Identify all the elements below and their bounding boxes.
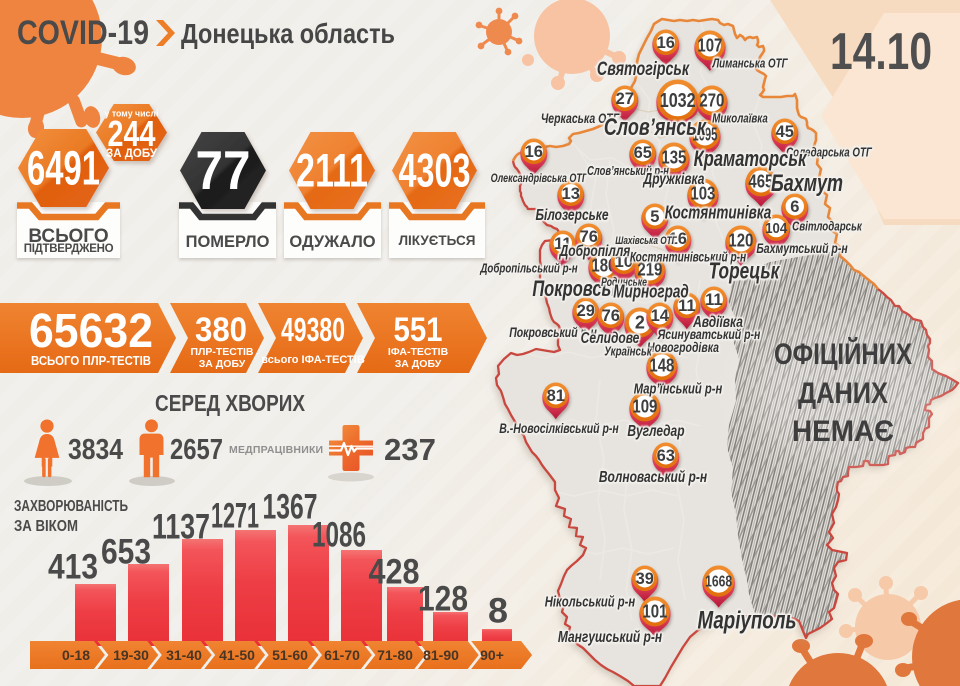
svg-text:39: 39: [636, 570, 654, 588]
svg-text:76: 76: [602, 307, 620, 325]
svg-text:148: 148: [649, 356, 674, 376]
svg-text:2657: 2657: [170, 434, 223, 466]
svg-text:10: 10: [615, 253, 633, 271]
svg-text:107: 107: [697, 36, 722, 56]
svg-text:1086: 1086: [312, 516, 366, 555]
svg-text:244: 244: [108, 113, 156, 154]
svg-text:ЗА ДОБУ: ЗА ДОБУ: [199, 358, 246, 370]
svg-text:1271: 1271: [211, 497, 259, 536]
svg-text:77: 77: [196, 139, 251, 201]
svg-text:6491: 6491: [27, 142, 100, 195]
svg-text:2111: 2111: [296, 143, 368, 196]
svg-text:180: 180: [591, 256, 616, 276]
svg-text:65: 65: [634, 144, 652, 162]
svg-text:2: 2: [635, 313, 645, 333]
svg-text:1095: 1095: [692, 125, 717, 145]
svg-text:380: 380: [195, 311, 247, 349]
svg-text:270: 270: [699, 91, 724, 111]
svg-text:ЗА ДОБУ: ЗА ДОБУ: [106, 148, 158, 160]
svg-text:63: 63: [657, 447, 675, 465]
svg-text:1032: 1032: [660, 90, 696, 112]
svg-text:НЕМАЄ: НЕМАЄ: [792, 415, 894, 448]
svg-text:135: 135: [661, 148, 686, 168]
svg-text:ЗАХВОРЮВАНІСТЬ: ЗАХВОРЮВАНІСТЬ: [14, 498, 128, 515]
svg-text:413: 413: [48, 548, 98, 587]
svg-text:11: 11: [678, 297, 695, 315]
svg-text:3834: 3834: [68, 434, 123, 466]
svg-text:109: 109: [632, 397, 657, 417]
svg-text:ІФА-ТЕСТІВ: ІФА-ТЕСТІВ: [388, 346, 449, 358]
svg-text:ДАНИХ: ДАНИХ: [798, 377, 888, 410]
svg-text:16: 16: [669, 230, 687, 248]
svg-text:19-30: 19-30: [113, 647, 149, 663]
svg-text:1668: 1668: [705, 573, 732, 590]
svg-text:41-50: 41-50: [219, 647, 255, 663]
svg-text:4303: 4303: [399, 143, 471, 196]
svg-text:65632: 65632: [29, 305, 153, 358]
svg-text:90+: 90+: [480, 647, 504, 663]
svg-text:219: 219: [637, 260, 662, 280]
svg-text:81-90: 81-90: [423, 647, 459, 663]
svg-text:61-70: 61-70: [324, 647, 360, 663]
svg-text:0-18: 0-18: [62, 647, 90, 663]
svg-text:237: 237: [384, 432, 436, 467]
svg-text:всього ІФА-ТЕСТІВ: всього ІФА-ТЕСТІВ: [261, 354, 365, 366]
svg-text:45: 45: [776, 123, 794, 141]
svg-text:ОФІЦІЙНИХ: ОФІЦІЙНИХ: [774, 337, 912, 371]
svg-text:8: 8: [488, 592, 508, 631]
svg-text:51-60: 51-60: [272, 647, 308, 663]
svg-text:128: 128: [418, 580, 468, 619]
svg-text:551: 551: [394, 311, 443, 349]
svg-text:71-80: 71-80: [377, 647, 413, 663]
svg-text:465: 465: [748, 172, 773, 192]
svg-text:14.10: 14.10: [830, 23, 932, 81]
svg-text:СЕРЕД ХВОРИХ: СЕРЕД ХВОРИХ: [155, 390, 306, 416]
svg-text:ПЛР-ТЕСТІВ: ПЛР-ТЕСТІВ: [190, 346, 253, 358]
svg-text:49380: 49380: [281, 311, 345, 348]
svg-text:1367: 1367: [263, 488, 318, 527]
svg-text:ЗА ДОБУ: ЗА ДОБУ: [395, 358, 442, 370]
svg-text:ВСЬОГО ПЛР-ТЕСТІВ: ВСЬОГО ПЛР-ТЕСТІВ: [31, 354, 151, 368]
svg-text:104: 104: [765, 220, 788, 237]
svg-text:103: 103: [690, 184, 715, 204]
svg-text:16: 16: [525, 143, 543, 161]
svg-text:11: 11: [705, 291, 722, 309]
svg-text:5: 5: [650, 208, 659, 226]
svg-text:у тому числі: у тому числі: [105, 109, 159, 119]
svg-text:120: 120: [728, 231, 753, 251]
svg-text:29: 29: [577, 302, 595, 320]
svg-text:27: 27: [616, 90, 634, 108]
svg-text:1137: 1137: [152, 508, 210, 547]
svg-text:653: 653: [101, 533, 151, 572]
svg-text:101: 101: [642, 602, 667, 622]
svg-text:Донецька область: Донецька область: [181, 18, 395, 49]
svg-text:81: 81: [547, 387, 565, 405]
svg-text:14: 14: [651, 307, 670, 325]
svg-text:6: 6: [790, 198, 799, 216]
svg-text:11: 11: [554, 235, 571, 253]
svg-text:COVID-19: COVID-19: [17, 14, 149, 52]
svg-text:16: 16: [657, 34, 675, 52]
svg-text:428: 428: [369, 553, 420, 592]
svg-text:76: 76: [580, 228, 598, 246]
svg-text:31-40: 31-40: [166, 647, 202, 663]
svg-text:13: 13: [562, 185, 580, 203]
svg-text:ЗА ВІКОМ: ЗА ВІКОМ: [14, 518, 78, 535]
